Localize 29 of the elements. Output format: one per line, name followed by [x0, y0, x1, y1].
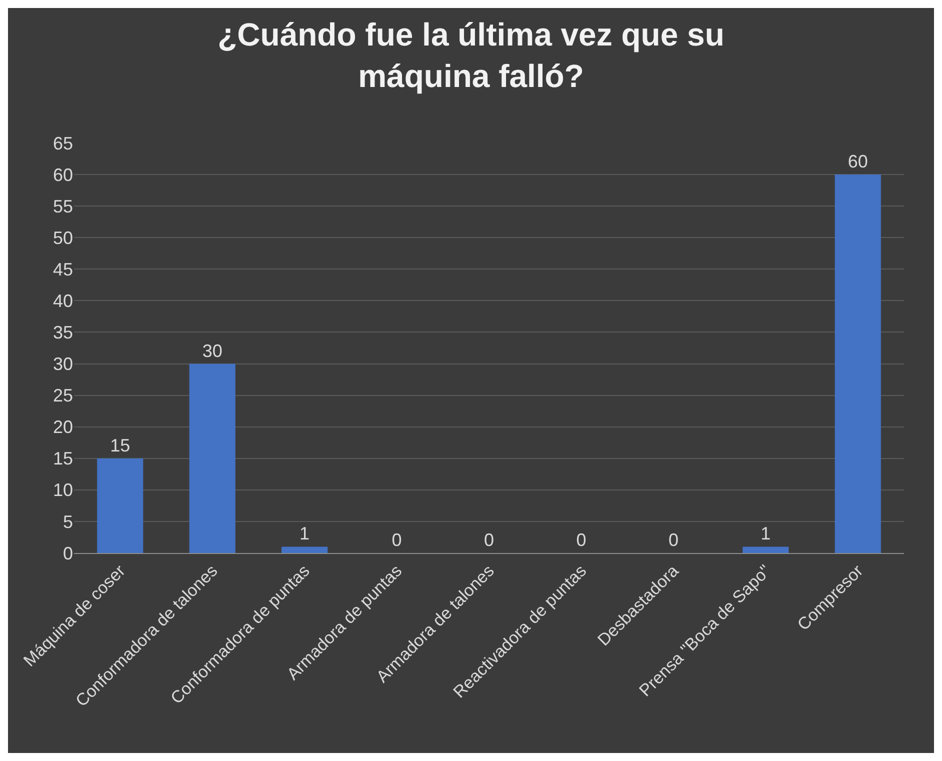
y-tick-label: 20: [52, 417, 73, 438]
bar: [189, 364, 236, 553]
y-tick-label: 15: [52, 448, 73, 469]
data-label: 30: [202, 340, 222, 361]
y-tick-label: 30: [52, 354, 73, 374]
data-label: 0: [484, 530, 494, 550]
data-label: 60: [848, 152, 868, 172]
chart-title: ¿Cuándo fue la última vez que su máquina falló?: [218, 16, 724, 94]
data-label: 0: [668, 530, 678, 550]
data-label: 1: [760, 524, 771, 544]
y-tick-label: 45: [52, 259, 73, 280]
data-label: 15: [110, 435, 130, 456]
bar: [742, 546, 789, 553]
y-tick-label: 55: [52, 196, 73, 216]
y-tick-label: 0: [62, 543, 73, 564]
y-tick-label: 40: [52, 290, 73, 311]
data-label: 1: [300, 524, 310, 544]
y-tick-label: 10: [52, 480, 73, 500]
data-label: 0: [392, 530, 402, 550]
y-tick-label: 50: [52, 228, 73, 248]
y-tick-label: 5: [62, 512, 73, 532]
y-tick-label: 35: [52, 322, 73, 343]
bar: [97, 458, 144, 553]
y-tick-label: 60: [52, 164, 73, 185]
bar: [282, 546, 328, 553]
y-tick-label: 25: [52, 386, 73, 406]
bar: [834, 174, 881, 553]
y-tick-label: 65: [52, 133, 73, 154]
data-label: 0: [576, 530, 586, 550]
